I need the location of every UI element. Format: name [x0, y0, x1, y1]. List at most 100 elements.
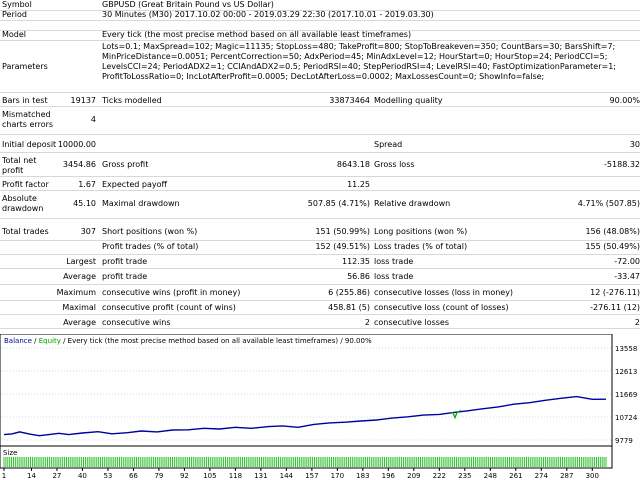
row-separator — [0, 40, 640, 41]
largest-profit-label: profit trade — [102, 257, 148, 266]
largest-loss-label: loss trade — [374, 257, 414, 266]
plot-area — [0, 334, 613, 447]
report-panel: Symbol GBPUSD (Great Britain Pound vs US… — [0, 0, 640, 329]
absolute-drawdown-label: Absolute drawdown — [2, 194, 44, 213]
row-separator — [0, 152, 640, 153]
short-positions-label: Short positions (won %) — [102, 227, 198, 236]
x-tick-label: 118 — [229, 472, 242, 480]
symbol-label: Symbol — [2, 0, 32, 9]
y-tick-label: 10724 — [615, 414, 638, 422]
maximal-losses-label: consecutive loss (count of losses) — [374, 303, 509, 312]
expected-payoff-value: 11.25 — [347, 180, 370, 189]
maximal-drawdown-value: 507.85 (4.71%) — [307, 199, 370, 208]
initial-deposit-value: 10000.00 — [57, 140, 96, 149]
relative-drawdown-value: 4.71% (507.85) — [577, 199, 640, 208]
x-tick-label: 92 — [180, 472, 189, 480]
y-tick-label: 11669 — [615, 391, 637, 399]
maximum-losses-label: consecutive losses (loss in money) — [374, 288, 514, 297]
x-tick-label: 261 — [509, 472, 522, 480]
row-separator — [0, 218, 640, 219]
x-axis: 1 14 27 40 53 66 79 92 105 118 131 144 157 170 183 196 2… — [2, 468, 599, 480]
chart-svg: 9779 10724 11669 12613 13558 1 14 27 40 53 66 79 92… — [0, 334, 638, 480]
expected-payoff-label: Expected payoff — [102, 180, 167, 189]
largest-loss-value: -72.00 — [614, 257, 640, 266]
long-positions-label: Long positions (won %) — [374, 227, 468, 236]
period-value: 30 Minutes (M30) 2017.10.02 00:00 - 2019… — [102, 10, 434, 19]
gross-loss-label: Gross loss — [374, 160, 415, 169]
maximal-wins-value: 458.81 (5) — [328, 303, 370, 312]
mismatched-label: Mismatched charts errors — [2, 110, 54, 129]
largest-prefix: Largest — [66, 257, 96, 266]
size-area — [0, 445, 613, 469]
loss-trades-value: 155 (50.49%) — [585, 242, 640, 251]
row-separator — [0, 314, 640, 315]
x-tick-label: 53 — [103, 472, 112, 480]
x-tick-label: 79 — [154, 472, 163, 480]
model-label: Model — [2, 30, 27, 39]
modelling-quality-label: Modelling quality — [374, 96, 443, 105]
model-value: Every tick (the most precise method base… — [102, 30, 412, 39]
average-consecutive-prefix: Average — [63, 318, 96, 327]
symbol-value: GBPUSD (Great Britain Pound vs US Dollar… — [102, 0, 274, 9]
average-loss-label: loss trade — [374, 272, 414, 281]
legend-equity: Equity — [38, 337, 61, 345]
x-tick-label: 300 — [586, 472, 599, 480]
row-separator — [0, 20, 640, 21]
equity-line — [450, 409, 462, 420]
x-tick-label: 14 — [27, 472, 36, 480]
x-tick-label: 235 — [458, 472, 471, 480]
spread-value: 30 — [629, 140, 640, 149]
row-separator — [0, 30, 640, 31]
total-net-profit-value: 3454.86 — [62, 160, 96, 169]
profit-trades-label: Profit trades (% of total) — [102, 242, 199, 251]
gross-profit-value: 8643.18 — [336, 160, 370, 169]
average-consecutive-losses-label: consecutive losses — [374, 318, 450, 327]
y-axis: 9779 10724 11669 12613 13558 — [615, 345, 638, 445]
maximum-wins-value: 6 (255.86) — [328, 288, 370, 297]
x-tick-label: 183 — [356, 472, 369, 480]
x-tick-label: 157 — [305, 472, 318, 480]
x-tick-label: 196 — [382, 472, 396, 480]
row-separator — [0, 190, 640, 191]
x-tick-label: 105 — [203, 472, 216, 480]
average-profit-value: 56.86 — [347, 272, 370, 281]
average-consecutive-wins-label: consecutive wins — [102, 318, 171, 327]
mismatched-value: 4 — [90, 115, 96, 124]
size-label: Size — [3, 449, 17, 457]
x-tick-label: 274 — [535, 472, 549, 480]
average-prefix: Average — [63, 272, 96, 281]
ticks-modelled-value: 33873464 — [329, 96, 370, 105]
row-separator — [0, 328, 640, 329]
total-net-profit-label: Total net profit — [2, 156, 37, 175]
loss-trades-label: Loss trades (% of total) — [374, 242, 468, 251]
period-label: Period — [2, 10, 27, 19]
x-tick-label: 27 — [52, 472, 61, 480]
row-separator — [0, 10, 640, 11]
maximal-losses-value: -276.11 (12) — [590, 303, 640, 312]
x-tick-label: 222 — [433, 472, 446, 480]
modelling-quality-value: 90.00% — [609, 96, 640, 105]
y-tick-label: 12613 — [615, 368, 637, 376]
spread-label: Spread — [374, 140, 403, 149]
balance-chart: 9779 10724 11669 12613 13558 1 14 27 40 53 66 79 92… — [0, 334, 640, 480]
profit-factor-label: Profit factor — [2, 180, 49, 189]
total-trades-label: Total trades — [2, 227, 49, 236]
parameters-label: Parameters — [2, 62, 48, 71]
maximum-losses-value: 12 (-276.11) — [590, 288, 640, 297]
bars-in-test-value: 19137 — [70, 96, 96, 105]
row-separator — [0, 284, 640, 285]
x-tick-label: 131 — [254, 472, 267, 480]
maximal-drawdown-label: Maximal drawdown — [102, 199, 180, 208]
largest-profit-value: 112.35 — [342, 257, 370, 266]
average-consecutive-losses-value: 2 — [634, 318, 640, 327]
x-tick-label: 144 — [280, 472, 294, 480]
row-separator — [0, 240, 640, 241]
x-tick-label: 170 — [331, 472, 344, 480]
chart-legend: Balance / Equity / Every tick (the most … — [4, 336, 372, 346]
x-tick-label: 40 — [78, 472, 87, 480]
profit-trades-value: 152 (49.51%) — [315, 242, 370, 251]
row-separator — [0, 254, 640, 255]
row-separator — [0, 176, 640, 177]
average-profit-label: profit trade — [102, 272, 148, 281]
maximum-prefix: Maximum — [56, 288, 96, 297]
